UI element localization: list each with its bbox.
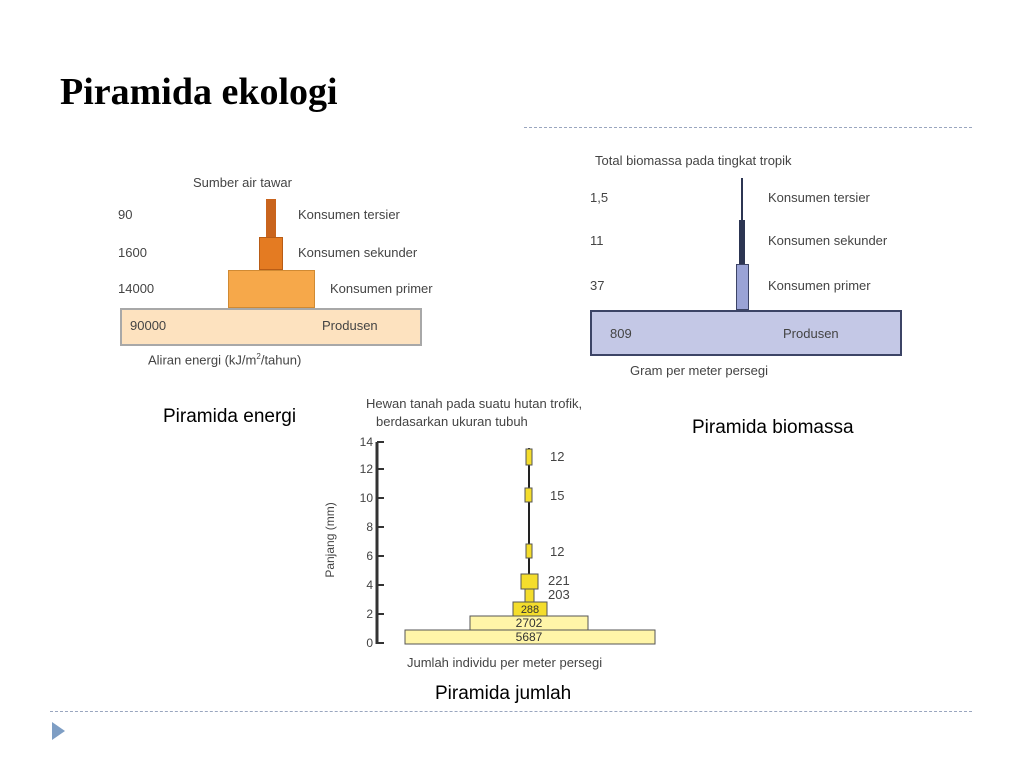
numbers-label-12-top: 12 bbox=[550, 449, 564, 464]
energy-bar-produsen bbox=[120, 308, 422, 346]
slide-title: Piramida ekologi bbox=[60, 71, 338, 113]
caption-energy: Piramida energi bbox=[163, 406, 297, 427]
numbers-label-221: 221 bbox=[548, 573, 570, 588]
numbers-ytick-8: 8 bbox=[366, 520, 384, 534]
numbers-ytick-10: 10 bbox=[360, 491, 384, 505]
biomass-top-label: Total biomassa pada tingkat tropik bbox=[595, 153, 792, 168]
energy-value-sekunder: 1600 bbox=[118, 245, 147, 260]
energy-value-primer: 14000 bbox=[118, 281, 155, 296]
energy-value-tersier: 90 bbox=[118, 207, 133, 222]
svg-text:2: 2 bbox=[366, 607, 373, 621]
numbers-pyramid: Hewan tanah pada suatu hutan trofik, ber… bbox=[312, 390, 712, 680]
numbers-ytick-0: 0 bbox=[366, 636, 384, 650]
numbers-bar-12-low bbox=[525, 543, 533, 559]
biomass-value-primer: 37 bbox=[590, 278, 605, 293]
numbers-label-15: 15 bbox=[550, 488, 564, 503]
numbers-ytick-2: 2 bbox=[366, 607, 384, 621]
biomass-name-tersier: Konsumen tersier bbox=[768, 190, 870, 205]
svg-text:12: 12 bbox=[360, 462, 374, 476]
bottom-divider bbox=[50, 711, 972, 712]
energy-name-sekunder: Konsumen sekunder bbox=[298, 245, 418, 260]
svg-text:10: 10 bbox=[360, 491, 374, 505]
biomass-pyramid: Total biomassa pada tingkat tropik 1,5 K… bbox=[585, 148, 975, 383]
numbers-label-288: 288 bbox=[521, 604, 539, 616]
bullet-arrow-icon bbox=[52, 722, 65, 740]
numbers-top-label-1: Hewan tanah pada suatu hutan trofik, bbox=[366, 396, 583, 411]
numbers-bar-203 bbox=[524, 587, 535, 603]
biomass-axis-label: Gram per meter persegi bbox=[630, 363, 768, 378]
svg-text:6: 6 bbox=[366, 549, 373, 563]
numbers-ytick-14: 14 bbox=[360, 435, 384, 449]
energy-value-produsen: 90000 bbox=[130, 318, 167, 333]
top-divider bbox=[524, 127, 972, 128]
energy-pyramid: Sumber air tawar 90 Konsumen tersier 160… bbox=[108, 170, 508, 380]
numbers-ytick-4: 4 bbox=[366, 578, 384, 592]
numbers-bar-221 bbox=[520, 573, 539, 590]
svg-text:4: 4 bbox=[366, 578, 373, 592]
biomass-name-produsen: Produsen bbox=[783, 326, 839, 341]
numbers-bar-12-top bbox=[525, 448, 533, 466]
energy-name-tersier: Konsumen tersier bbox=[298, 207, 400, 222]
energy-name-produsen: Produsen bbox=[322, 318, 378, 333]
biomass-name-sekunder: Konsumen sekunder bbox=[768, 233, 888, 248]
numbers-bar-15 bbox=[524, 487, 533, 503]
numbers-label-5687: 5687 bbox=[516, 630, 543, 644]
numbers-label-203: 203 bbox=[548, 587, 570, 602]
energy-bar-primer bbox=[228, 270, 315, 308]
numbers-label-12-low: 12 bbox=[550, 544, 564, 559]
numbers-label-2702: 2702 bbox=[516, 616, 543, 630]
svg-text:8: 8 bbox=[366, 520, 373, 534]
energy-name-primer: Konsumen primer bbox=[330, 281, 433, 296]
biomass-value-tersier: 1,5 bbox=[590, 190, 609, 205]
energy-bar-sekunder bbox=[259, 237, 283, 270]
biomass-stem-tersier bbox=[741, 178, 743, 220]
biomass-name-primer: Konsumen primer bbox=[768, 278, 871, 293]
numbers-ytick-6: 6 bbox=[366, 549, 384, 563]
numbers-ytick-12: 12 bbox=[360, 462, 384, 476]
caption-biomass: Piramida biomassa bbox=[692, 417, 854, 438]
energy-top-label: Sumber air tawar bbox=[193, 175, 292, 190]
biomass-value-sekunder: 11 bbox=[590, 233, 604, 248]
svg-text:0: 0 bbox=[366, 636, 373, 650]
biomass-bar-produsen bbox=[590, 310, 902, 356]
biomass-bar-sekunder bbox=[739, 220, 745, 264]
svg-text:14: 14 bbox=[360, 435, 374, 449]
numbers-ylabel: Panjang (mm) bbox=[323, 502, 337, 577]
biomass-value-produsen: 809 bbox=[610, 326, 632, 341]
numbers-top-label-2: berdasarkan ukuran tubuh bbox=[376, 414, 528, 429]
energy-bar-tersier bbox=[266, 199, 276, 237]
numbers-xlabel: Jumlah individu per meter persegi bbox=[407, 655, 602, 670]
caption-numbers: Piramida jumlah bbox=[435, 683, 572, 704]
energy-axis-label: Aliran energi (kJ/m2/tahun) bbox=[148, 352, 302, 368]
numbers-chart: Panjang (mm) 0 2 4 6 8 10 12 bbox=[323, 435, 656, 670]
biomass-bar-primer bbox=[736, 264, 749, 310]
